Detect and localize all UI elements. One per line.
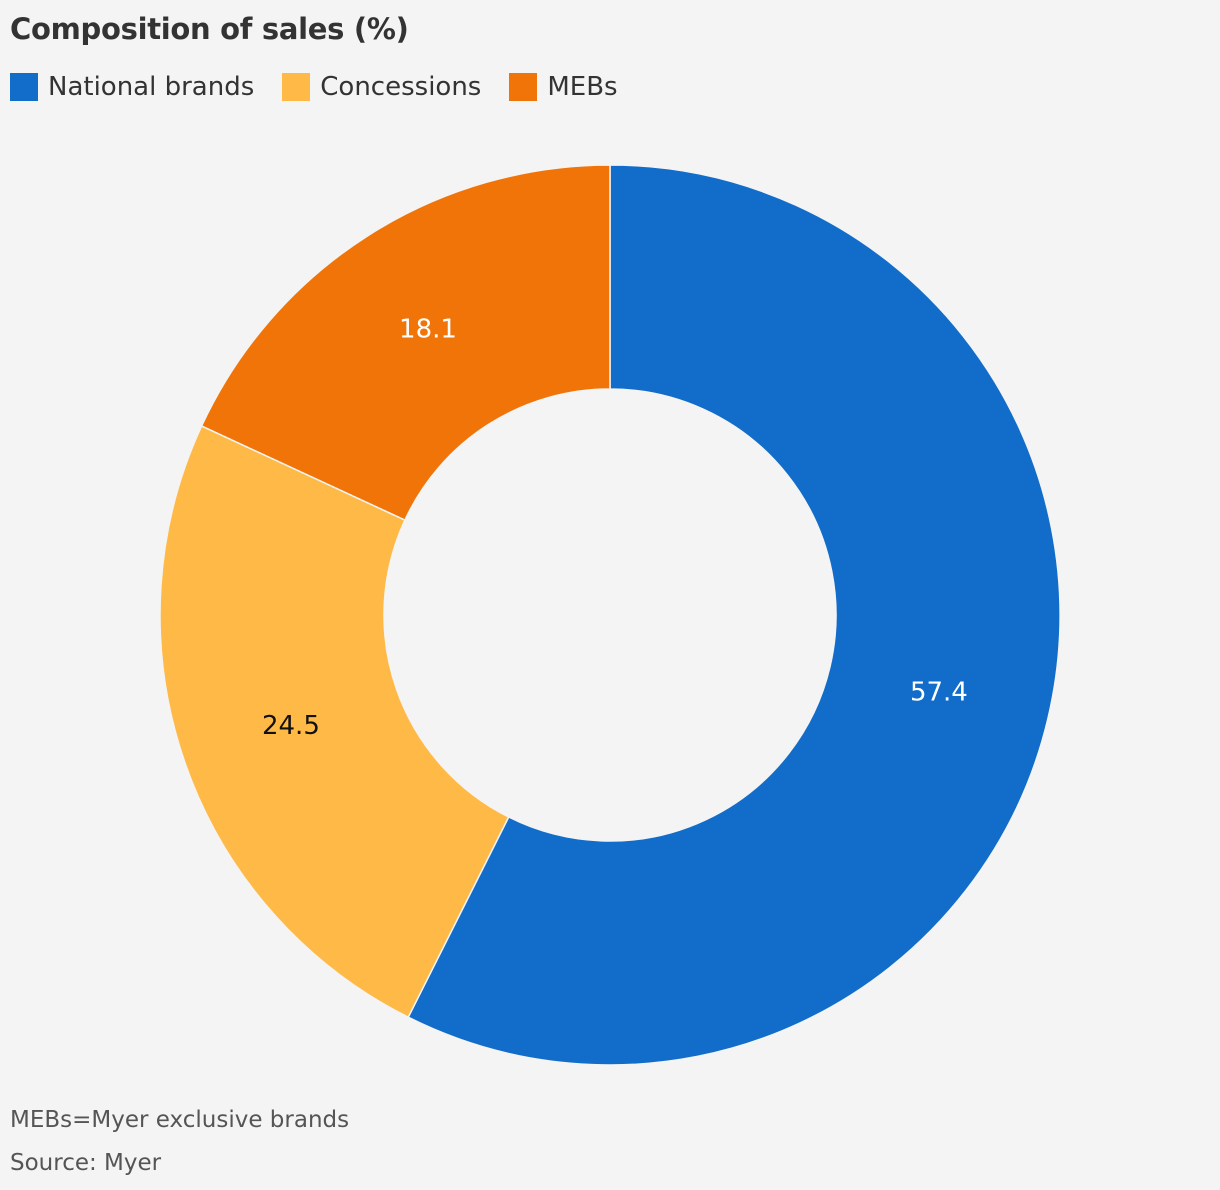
slice-label-national-brands: 57.4 [910,677,968,707]
legend-swatch-concessions [282,73,311,101]
legend-item-concessions: Concessions [282,72,481,102]
chart-title: Composition of sales (%) [10,12,409,46]
source-note: Source: Myer [10,1150,162,1176]
slice-national-brands [407,164,1061,1066]
legend-label-national-brands: National brands [48,72,255,102]
legend-item-national-brands: National brands [10,72,254,102]
slice-concessions [159,424,510,1019]
slice-mebs [200,164,611,522]
legend-swatch-national-brands [10,73,38,101]
slice-label-concessions: 24.5 [262,711,320,741]
chart-legend: National brands Concessions MEBs [10,72,646,102]
legend-label-concessions: Concessions [320,72,482,102]
legend-label-mebs: MEBs [547,72,618,102]
legend-item-mebs: MEBs [509,72,618,102]
footnote-abbreviation: MEBs=Myer exclusive brands [10,1107,350,1133]
slice-label-mebs: 18.1 [399,315,457,345]
legend-swatch-mebs [509,73,538,101]
